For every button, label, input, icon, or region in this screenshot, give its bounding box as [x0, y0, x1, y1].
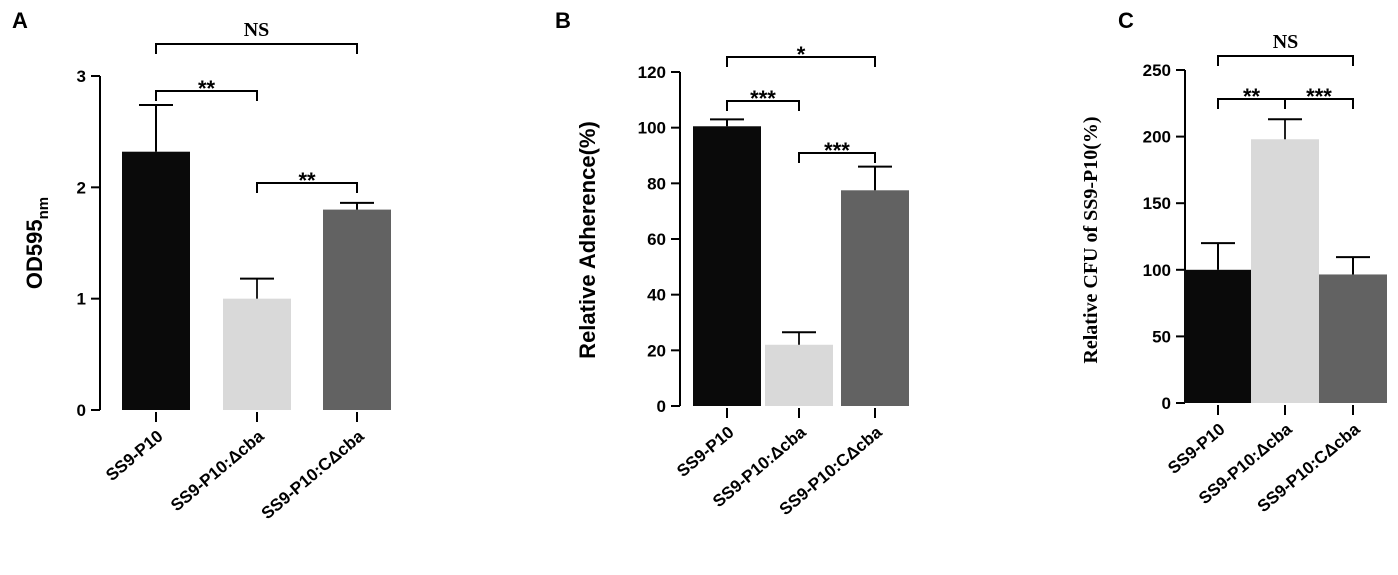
y-tick-label: 120	[638, 63, 666, 82]
y-axis-label-subscript: nm	[35, 197, 52, 220]
y-tick-label: 50	[1152, 327, 1171, 346]
y-tick-label: 0	[77, 401, 86, 420]
y-axis-label: Relative CFU of SS9-P10(%)	[1080, 116, 1102, 363]
panel-letter: C	[1118, 8, 1134, 33]
y-tick-label: 250	[1143, 61, 1171, 80]
bar	[1251, 139, 1319, 403]
bar	[765, 344, 833, 406]
x-tick-label: SS9-P10	[102, 427, 166, 485]
panel-c: C 0 50 100 150 200 250 Relative CFU of SS9-P10(…	[1080, 8, 1387, 516]
panel-a: A 0 1 2 3 OD595nm SS9-P10 SS9-P10:ΔcbaSS9-P10:C…	[12, 8, 391, 523]
y-tick-label: 0	[1162, 394, 1171, 413]
bar	[323, 209, 391, 410]
significance-bracket	[155, 43, 358, 54]
bar	[122, 151, 190, 410]
significance-bracket	[726, 56, 876, 67]
significance-label: ***	[1306, 84, 1332, 109]
y-tick-label: 2	[77, 178, 86, 197]
y-tick-label: 3	[77, 67, 86, 86]
panel-letter: A	[12, 8, 28, 33]
x-tick-label: SS9-P10:Δcba	[167, 426, 268, 515]
y-tick-label: 0	[657, 397, 666, 416]
x-tick-label: SS9-P10	[673, 423, 737, 481]
y-tick-label: 150	[1143, 194, 1171, 213]
significance-label: NS	[1273, 31, 1299, 53]
bar	[693, 126, 761, 407]
significance-bracket	[256, 182, 358, 193]
significance-bracket	[1217, 55, 1354, 66]
y-tick-label: 80	[647, 174, 666, 193]
significance-label: **	[298, 168, 316, 193]
y-tick-label: 1	[77, 290, 86, 309]
bar	[841, 190, 909, 406]
significance-label: **	[198, 76, 216, 101]
panel-letter: B	[555, 8, 571, 33]
x-tick-label: SS9-P10:CΔcba	[258, 426, 368, 523]
significance-bracket	[1284, 98, 1354, 109]
y-tick-label: 100	[1143, 261, 1171, 280]
x-tick-label: SS9-P10	[1164, 420, 1228, 478]
y-tick-label: 60	[647, 230, 666, 249]
significance-label: ***	[824, 138, 850, 163]
y-tick-label: 100	[638, 119, 666, 138]
significance-label: *	[797, 42, 806, 67]
bar	[223, 298, 291, 410]
y-tick-label: 20	[647, 341, 666, 360]
bar	[1319, 274, 1387, 403]
significance-label: ***	[750, 86, 776, 111]
y-axis-label: OD595nm	[22, 197, 52, 289]
y-tick-label: 40	[647, 286, 666, 305]
panel-b: B 0 20 40 60 80 100 120 Relative Adherence(%) SS9…	[555, 8, 909, 519]
y-axis-label: Relative Adherence(%)	[575, 121, 600, 359]
bar	[1184, 269, 1252, 403]
significance-label: NS	[244, 19, 270, 41]
significance-bracket	[155, 90, 258, 101]
y-tick-label: 200	[1143, 128, 1171, 147]
significance-label: **	[1243, 84, 1261, 109]
significance-bracket	[726, 100, 800, 111]
significance-bracket	[798, 152, 876, 163]
